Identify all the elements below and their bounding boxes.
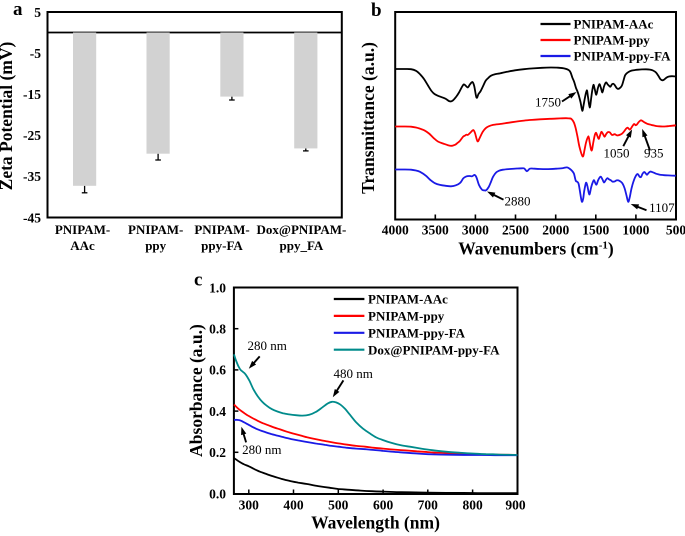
svg-text:-25: -25 — [23, 128, 41, 143]
svg-text:Absorbance (a.u.): Absorbance (a.u.) — [186, 324, 206, 457]
svg-text:0.4: 0.4 — [209, 404, 226, 419]
svg-text:4000: 4000 — [382, 223, 409, 238]
svg-text:3000: 3000 — [462, 223, 489, 238]
svg-text:PNIPAM-: PNIPAM- — [128, 222, 183, 237]
svg-text:280 nm: 280 nm — [242, 442, 281, 457]
svg-text:PNIPAM-ppy-FA: PNIPAM-ppy-FA — [574, 49, 672, 64]
svg-text:1500: 1500 — [582, 223, 609, 238]
svg-text:5: 5 — [34, 5, 41, 20]
svg-text:-15: -15 — [23, 87, 41, 102]
svg-text:0.6: 0.6 — [209, 363, 226, 378]
svg-text:ppy_FA: ppy_FA — [279, 238, 323, 253]
svg-text:ppy: ppy — [145, 238, 166, 253]
svg-text:Dox@PNIPAM-: Dox@PNIPAM- — [256, 222, 346, 237]
svg-text:700: 700 — [418, 498, 439, 513]
svg-text:AAc: AAc — [70, 238, 95, 253]
svg-text:1.0: 1.0 — [209, 280, 226, 295]
svg-text:-35: -35 — [23, 169, 41, 184]
svg-text:1750: 1750 — [535, 95, 561, 110]
svg-text:500: 500 — [328, 498, 349, 513]
svg-text:1050: 1050 — [604, 146, 630, 161]
svg-text:800: 800 — [462, 498, 483, 513]
svg-text:PNIPAM-: PNIPAM- — [55, 222, 110, 237]
svg-text:ppy-FA: ppy-FA — [201, 238, 243, 253]
svg-text:1107: 1107 — [649, 200, 675, 215]
svg-text:Zeta Potential (mV): Zeta Potential (mV) — [0, 41, 16, 190]
svg-text:-45: -45 — [23, 210, 41, 225]
svg-text:0.0: 0.0 — [209, 486, 226, 501]
svg-text:2880: 2880 — [505, 194, 531, 209]
svg-text:a: a — [13, 0, 23, 20]
svg-text:PNIPAM-ppy-FA: PNIPAM-ppy-FA — [368, 325, 466, 340]
svg-text:300: 300 — [239, 498, 260, 513]
svg-text:0.8: 0.8 — [209, 322, 226, 337]
svg-text:b: b — [371, 0, 382, 21]
svg-text:0.2: 0.2 — [209, 445, 226, 460]
svg-text:PNIPAM-AAc: PNIPAM-AAc — [368, 292, 448, 307]
svg-text:2000: 2000 — [542, 223, 569, 238]
svg-text:2500: 2500 — [502, 223, 529, 238]
svg-text:PNIPAM-AAc: PNIPAM-AAc — [574, 17, 654, 32]
svg-text:600: 600 — [373, 498, 394, 513]
svg-text:1000: 1000 — [622, 223, 649, 238]
svg-text:900: 900 — [505, 498, 526, 513]
svg-text:c: c — [194, 270, 202, 291]
svg-text:3500: 3500 — [422, 223, 449, 238]
svg-text:Transmittance (a.u.): Transmittance (a.u.) — [358, 42, 378, 194]
svg-text:PNIPAM-ppy: PNIPAM-ppy — [368, 309, 445, 324]
svg-text:400: 400 — [283, 498, 304, 513]
svg-text:Dox@PNIPAM-ppy-FA: Dox@PNIPAM-ppy-FA — [368, 342, 500, 357]
svg-text:PNIPAM-: PNIPAM- — [194, 222, 249, 237]
svg-text:Wavelength (nm): Wavelength (nm) — [311, 513, 440, 533]
svg-text:280 nm: 280 nm — [248, 338, 287, 353]
svg-text:PNIPAM-ppy: PNIPAM-ppy — [574, 33, 651, 48]
svg-text:500: 500 — [666, 223, 685, 238]
svg-text:935: 935 — [644, 146, 664, 161]
svg-text:Wavenumbers (cm-1): Wavenumbers (cm-1) — [458, 239, 614, 259]
svg-text:-5: -5 — [30, 46, 41, 61]
svg-text:480 nm: 480 nm — [334, 366, 373, 381]
